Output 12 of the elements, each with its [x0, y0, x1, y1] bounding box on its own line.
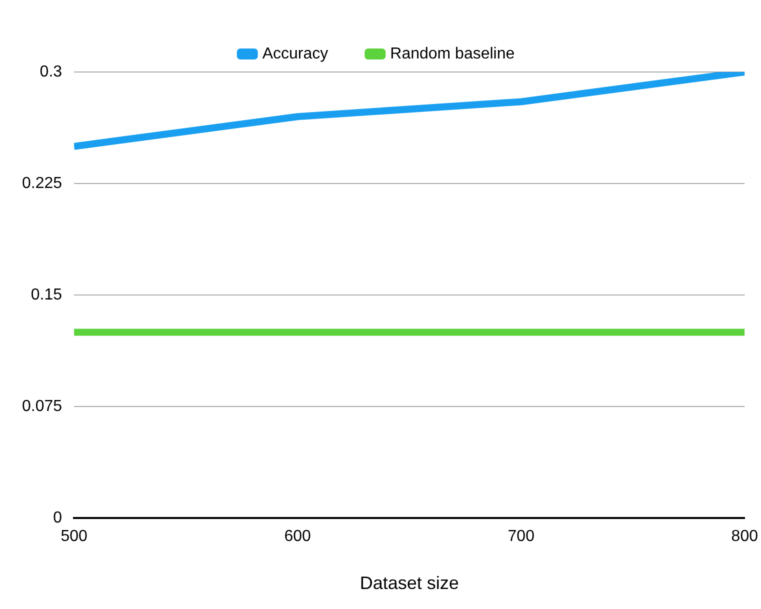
y-tick-label: 0.225: [22, 174, 62, 192]
x-tick-label: 600: [284, 528, 312, 546]
y-tick-label: 0.15: [30, 286, 62, 304]
y-tick-label: 0.075: [22, 398, 62, 416]
x-tick-label: 800: [731, 528, 758, 546]
y-tick-label: 0.3: [40, 63, 62, 80]
y-tick-label: 0: [53, 510, 62, 527]
legend-label: Random baseline: [390, 45, 515, 62]
legend-label: Accuracy: [262, 45, 328, 62]
x-axis-title: Dataset size: [360, 573, 459, 594]
x-tick-label: 700: [508, 528, 535, 546]
x-tick-label: 500: [60, 528, 88, 546]
